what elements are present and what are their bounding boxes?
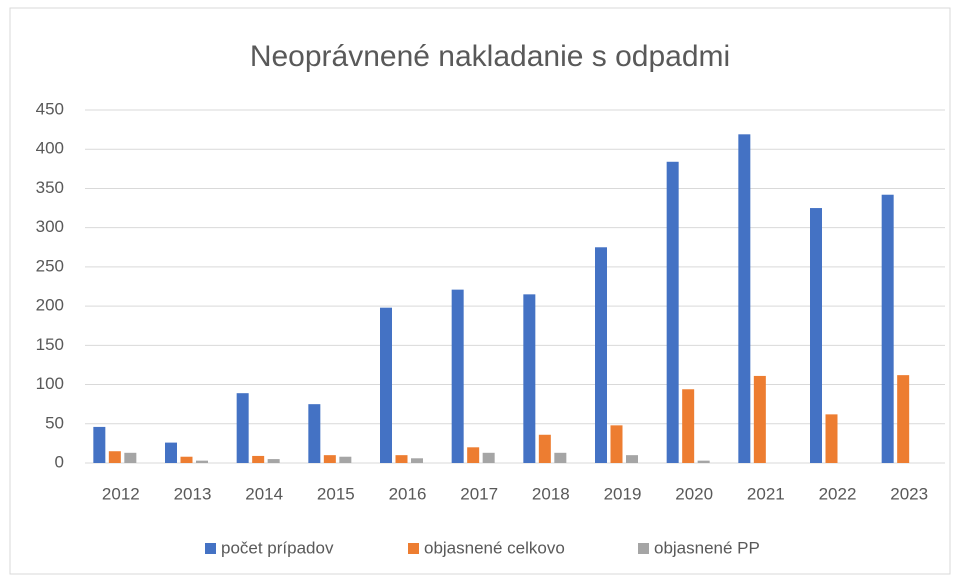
x-tick-label: 2023 [890,484,928,503]
bar [380,307,392,463]
y-tick-label: 100 [36,374,64,393]
bar [252,455,265,463]
bar [610,425,623,463]
bar [897,375,910,463]
x-tick-label: 2012 [102,484,140,503]
chart-frame [9,7,951,575]
y-tick-label: 450 [36,99,64,118]
bar [682,389,695,463]
legend-label: objasnené PP [654,538,760,557]
x-tick-label: 2019 [604,484,642,503]
y-tick-label: 150 [36,335,64,354]
bar [196,460,208,463]
bar [108,451,121,463]
x-tick-label: 2022 [819,484,857,503]
bar [697,460,710,463]
bar [753,375,766,463]
bar [308,404,321,463]
bar [482,452,495,463]
bar [825,414,838,463]
legend-swatch [408,543,419,554]
bar [810,208,822,463]
bar [124,452,137,463]
y-tick-label: 350 [36,178,64,197]
bar [554,452,567,463]
x-tick-label: 2013 [174,484,212,503]
bar [323,455,336,463]
x-tick-label: 2014 [245,484,283,503]
bar [523,294,536,463]
y-tick-label: 0 [55,452,64,471]
x-tick-label: 2018 [532,484,570,503]
chart-title: Neoprávnené nakladanie s odpadmi [250,40,730,73]
bar [738,134,751,463]
legend-label: počet prípadov [221,538,334,557]
bar [666,161,679,464]
x-tick-label: 2017 [460,484,498,503]
bar [267,459,280,463]
bar [395,455,408,463]
bar [236,393,249,463]
bar [411,458,423,463]
y-tick-label: 250 [36,256,64,275]
y-tick-label: 50 [45,413,64,432]
bar [339,456,352,463]
x-tick-label: 2015 [317,484,355,503]
bar [180,456,193,463]
bar [467,447,480,463]
legend-swatch [638,543,649,554]
y-tick-label: 400 [36,139,64,158]
bar [626,455,638,463]
bar [451,289,464,463]
bar [595,247,607,463]
bar [881,194,894,463]
x-tick-label: 2021 [747,484,785,503]
x-tick-label: 2020 [675,484,713,503]
y-tick-label: 200 [36,296,64,315]
bar [93,426,106,463]
legend-label: objasnené celkovo [424,538,565,557]
bar [538,434,551,463]
legend-swatch [205,543,216,554]
x-tick-label: 2016 [389,484,427,503]
bar [165,442,177,463]
y-tick-label: 300 [36,217,64,236]
